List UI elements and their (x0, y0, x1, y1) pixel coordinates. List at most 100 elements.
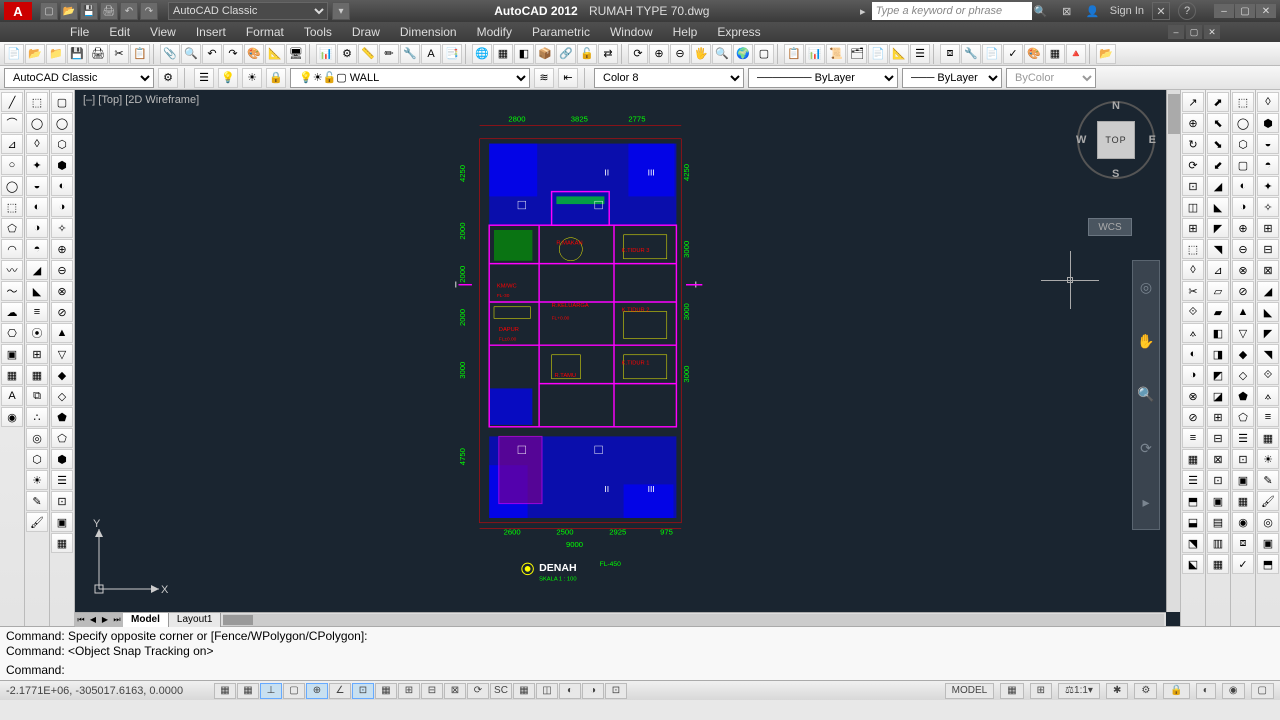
maximize-button[interactable]: ▢ (1235, 4, 1255, 18)
modify2-tool-20[interactable]: ▤ (1207, 512, 1229, 532)
qat-new-icon[interactable]: ▢ (40, 2, 58, 20)
modify2-tool-17[interactable]: ⊠ (1207, 449, 1229, 469)
draw2-tool-4[interactable]: ◒ (26, 176, 48, 196)
rtool1-tool-17[interactable]: ⊡ (1232, 449, 1254, 469)
rtool2-tool-1[interactable]: ⬢ (1257, 113, 1279, 133)
draw3-tool-16[interactable]: ⬠ (51, 428, 73, 448)
drafting-toggle-9[interactable]: ⊟ (421, 683, 443, 699)
draw3-tool-18[interactable]: ☰ (51, 470, 73, 490)
draw3-tool-7[interactable]: ⊕ (51, 239, 73, 259)
modify-tool-5[interactable]: ◫ (1182, 197, 1204, 217)
draw-tool-13[interactable]: ▦ (1, 365, 23, 385)
workspace-switching-icon[interactable]: ⚙ (1134, 683, 1157, 699)
vertical-scrollbar[interactable] (1166, 90, 1180, 612)
draw2-tool-18[interactable]: ☀ (26, 470, 48, 490)
toolbar-button-26[interactable]: 🔓 (577, 44, 597, 64)
draw3-tool-19[interactable]: ⊡ (51, 491, 73, 511)
rtool2-tool-9[interactable]: ◢ (1257, 281, 1279, 301)
draw-tool-11[interactable]: ⎔ (1, 323, 23, 343)
tab-next-icon[interactable]: ▶ (99, 613, 111, 627)
menu-format[interactable]: Format (236, 25, 294, 39)
toolbar-button-48[interactable]: 🔺 (1066, 44, 1086, 64)
draw-tool-14[interactable]: A (1, 386, 23, 406)
qat-dropdown-icon[interactable]: ▾ (332, 2, 350, 20)
infocenter-arrow-icon[interactable]: ▸ (854, 2, 872, 20)
draw2-tool-10[interactable]: ≡ (26, 302, 48, 322)
rtool2-tool-2[interactable]: ◒ (1257, 134, 1279, 154)
toolbar-button-46[interactable]: 🎨 (1024, 44, 1044, 64)
draw3-tool-17[interactable]: ⬢ (51, 449, 73, 469)
toolbar-button-45[interactable]: ✓ (1003, 44, 1023, 64)
drafting-toggle-17[interactable]: ⊡ (605, 683, 627, 699)
modify-tool-4[interactable]: ⊡ (1182, 176, 1204, 196)
toolbar-button-13[interactable]: 🖥 (286, 44, 306, 64)
modify2-tool-9[interactable]: ▱ (1207, 281, 1229, 301)
modify-tool-6[interactable]: ⊞ (1182, 218, 1204, 238)
modify2-tool-14[interactable]: ◪ (1207, 386, 1229, 406)
modify2-tool-16[interactable]: ⊟ (1207, 428, 1229, 448)
rtool1-tool-19[interactable]: ▦ (1232, 491, 1254, 511)
draw-tool-3[interactable]: ○ (1, 155, 23, 175)
draw3-tool-20[interactable]: ▣ (51, 512, 73, 532)
toolbar-button-24[interactable]: 📦 (535, 44, 555, 64)
draw2-tool-0[interactable]: ⬚ (26, 92, 48, 112)
draw2-tool-3[interactable]: ✦ (26, 155, 48, 175)
navigation-bar[interactable]: ◎ ✋ 🔍 ⟳ ▸ (1132, 260, 1160, 530)
rtool1-tool-5[interactable]: ◑ (1232, 197, 1254, 217)
toolbar-button-22[interactable]: ▦ (493, 44, 513, 64)
toolbar-lock-icon[interactable]: 🔒 (1163, 683, 1189, 699)
toolbar-button-47[interactable]: ▦ (1045, 44, 1065, 64)
draw-tool-8[interactable]: 〰 (1, 260, 23, 280)
draw2-tool-2[interactable]: ◊ (26, 134, 48, 154)
toolbar-button-25[interactable]: 🔗 (556, 44, 576, 64)
nav-wheel-icon[interactable]: ◎ (1135, 277, 1157, 299)
modify-tool-13[interactable]: ◑ (1182, 365, 1204, 385)
app-logo[interactable]: A (4, 2, 32, 20)
modify-tool-18[interactable]: ☰ (1182, 470, 1204, 490)
rtool1-tool-8[interactable]: ⊗ (1232, 260, 1254, 280)
draw2-tool-19[interactable]: ✎ (26, 491, 48, 511)
nav-zoom-icon[interactable]: 🔍 (1135, 384, 1157, 406)
draw2-tool-11[interactable]: ⦿ (26, 323, 48, 343)
rtool1-tool-14[interactable]: ⬟ (1232, 386, 1254, 406)
draw3-tool-9[interactable]: ⊗ (51, 281, 73, 301)
modify-tool-16[interactable]: ≡ (1182, 428, 1204, 448)
toolbar-button-38[interactable]: 🗂 (847, 44, 867, 64)
modify2-tool-21[interactable]: ▥ (1207, 533, 1229, 553)
toolbar-button-1[interactable]: 📂 (25, 44, 45, 64)
toolbar-button-31[interactable]: 🖐 (691, 44, 711, 64)
drafting-toggle-11[interactable]: ⟳ (467, 683, 489, 699)
drawing-area[interactable]: [–] [Top] [2D Wireframe] TOP N S E W WCS… (75, 90, 1180, 626)
rtool1-tool-18[interactable]: ▣ (1232, 470, 1254, 490)
modify-tool-2[interactable]: ↻ (1182, 134, 1204, 154)
signin-icon[interactable]: 👤 (1084, 2, 1102, 20)
draw-tool-9[interactable]: 〜 (1, 281, 23, 301)
layer-lock-icon[interactable]: 🔒 (266, 68, 286, 88)
draw2-tool-1[interactable]: ◯ (26, 113, 48, 133)
toolbar-button-49[interactable]: 📂 (1096, 44, 1116, 64)
rtool1-tool-21[interactable]: ⧈ (1232, 533, 1254, 553)
linetype-combo[interactable]: ─────── ByLayer (748, 68, 898, 88)
toolbar-button-2[interactable]: 📁 (46, 44, 66, 64)
draw3-tool-4[interactable]: ◐ (51, 176, 73, 196)
clean-screen-icon[interactable]: ▢ (1251, 683, 1274, 699)
toolbar-button-8[interactable]: 🔍 (181, 44, 201, 64)
canvas[interactable]: TOP N S E W WCS ◎ ✋ 🔍 ⟳ ▸ (75, 90, 1180, 626)
draw2-tool-16[interactable]: ◎ (26, 428, 48, 448)
draw3-tool-8[interactable]: ⊖ (51, 260, 73, 280)
drafting-toggle-12[interactable]: SC (490, 683, 512, 699)
modify2-tool-6[interactable]: ◤ (1207, 218, 1229, 238)
toolbar-button-17[interactable]: ✏ (379, 44, 399, 64)
rtool2-tool-16[interactable]: ▦ (1257, 428, 1279, 448)
modify2-tool-12[interactable]: ◨ (1207, 344, 1229, 364)
doc-minimize-button[interactable]: – (1168, 25, 1184, 39)
rtool2-tool-15[interactable]: ≡ (1257, 407, 1279, 427)
toolbar-button-40[interactable]: 📐 (889, 44, 909, 64)
menu-dimension[interactable]: Dimension (390, 25, 467, 39)
modify-tool-21[interactable]: ⬔ (1182, 533, 1204, 553)
toolbar-button-35[interactable]: 📋 (784, 44, 804, 64)
toolbar-button-33[interactable]: 🌍 (733, 44, 753, 64)
rtool1-tool-4[interactable]: ◐ (1232, 176, 1254, 196)
drafting-toggle-14[interactable]: ◫ (536, 683, 558, 699)
viewcube-w[interactable]: W (1076, 134, 1086, 146)
